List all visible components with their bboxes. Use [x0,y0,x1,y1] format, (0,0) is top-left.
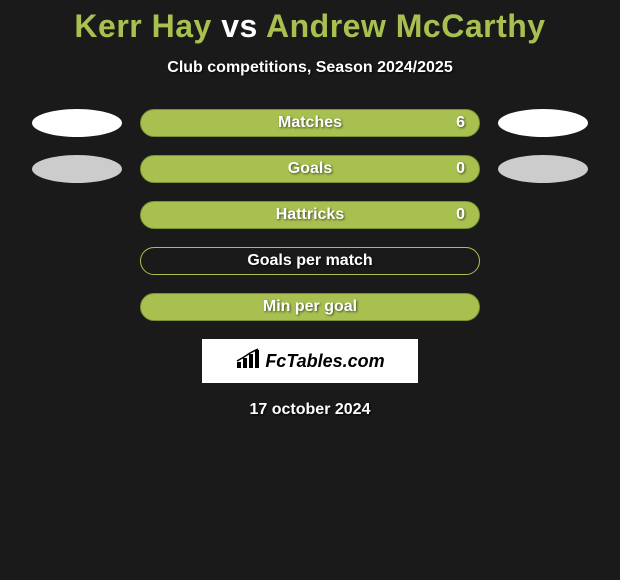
stat-label: Goals per match [247,252,372,270]
logo-text: FcTables.com [265,351,384,372]
player1-name: Kerr Hay [74,8,211,44]
logo-inner: FcTables.com [235,348,384,375]
right-ellipse [498,155,588,183]
stat-label: Hattricks [276,206,344,224]
stat-bar: Hattricks 0 [140,201,480,229]
stat-bar: Goals per match [140,247,480,275]
stat-label: Min per goal [263,298,357,316]
ellipse-spacer [498,293,588,321]
ellipse-spacer [498,201,588,229]
subtitle: Club competitions, Season 2024/2025 [0,59,620,77]
player2-name: Andrew McCarthy [266,8,546,44]
stat-label: Matches [278,114,342,132]
stat-row: Hattricks 0 [0,201,620,229]
right-ellipse [498,109,588,137]
stat-row: Goals per match [0,247,620,275]
stat-row: Goals 0 [0,155,620,183]
date-text: 17 october 2024 [0,401,620,419]
stat-label: Goals [288,160,332,178]
ellipse-spacer [32,201,122,229]
ellipse-spacer [32,293,122,321]
stat-value: 6 [456,114,465,132]
stat-value: 0 [456,160,465,178]
vs-text: vs [221,8,258,44]
stat-bar: Goals 0 [140,155,480,183]
ellipse-spacer [498,247,588,275]
stat-bar: Min per goal [140,293,480,321]
logo-box: FcTables.com [202,339,418,383]
stats-rows: Matches 6 Goals 0 Hattricks 0 Goals per match M… [0,109,620,321]
comparison-infographic: Kerr Hay vs Andrew McCarthy Club competi… [0,0,620,419]
ellipse-spacer [32,247,122,275]
stat-value: 0 [456,206,465,224]
stat-row: Min per goal [0,293,620,321]
stat-bar: Matches 6 [140,109,480,137]
left-ellipse [32,155,122,183]
stat-row: Matches 6 [0,109,620,137]
chart-icon [235,348,261,375]
left-ellipse [32,109,122,137]
page-title: Kerr Hay vs Andrew McCarthy [0,8,620,45]
